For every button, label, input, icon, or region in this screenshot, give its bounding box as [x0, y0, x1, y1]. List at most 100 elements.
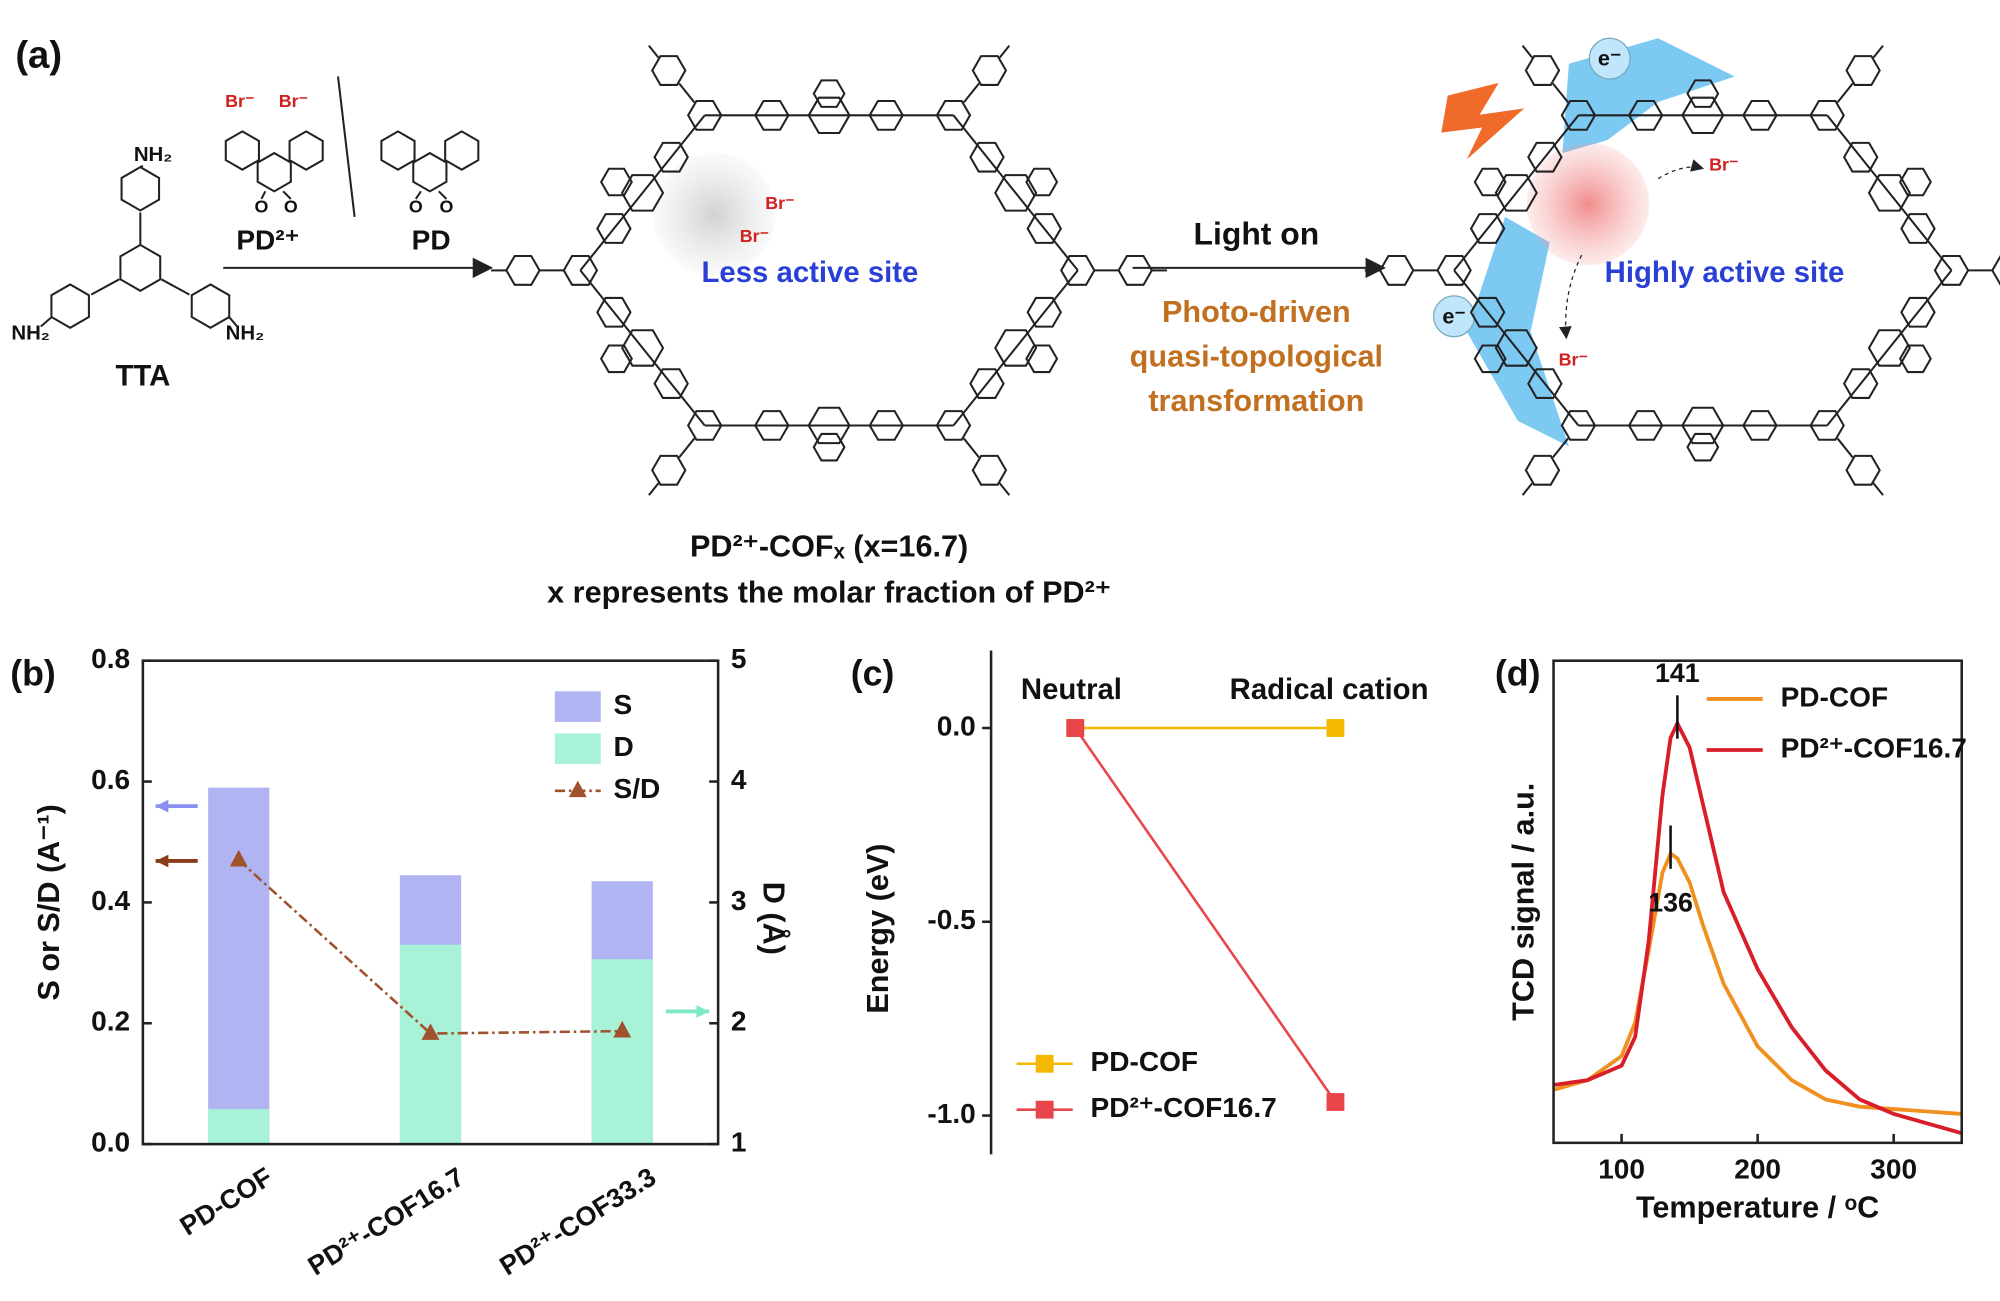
bond: [1521, 482, 1533, 496]
ring: [807, 96, 851, 135]
y2-tick-label: 1: [731, 1127, 747, 1158]
legend-label: PD²⁺-COF16.7: [1781, 732, 1967, 763]
ring: [1494, 329, 1538, 367]
bond: [1836, 82, 1854, 104]
bond: [1872, 482, 1884, 496]
ring: [1469, 213, 1506, 244]
y2-tick-label: 2: [731, 1006, 747, 1037]
ring: [1117, 254, 1153, 286]
ring: [412, 151, 448, 193]
bond: [963, 82, 980, 104]
scheme: (a) TTA NH₂ NH₂ NH₂ PD²⁺ PD Br⁻ Br⁻ O O …: [11, 34, 2000, 609]
y-axis-label: TCD signal / a.u.: [1507, 783, 1541, 1021]
ring: [1867, 174, 1911, 212]
legend-label: PD²⁺-COF16.7: [1091, 1092, 1277, 1123]
y-axis-label: S or S/D (A⁻¹): [32, 804, 66, 1000]
bond: [1826, 269, 1953, 427]
condition: Light on: [1194, 215, 1320, 251]
x-tick-label: PD²⁺-COF16.7: [303, 1162, 470, 1282]
bond: [678, 437, 696, 458]
electron-path: [1562, 38, 1735, 154]
bond: [40, 316, 52, 328]
bond: [952, 269, 1079, 427]
y-tick-label: 0.6: [91, 764, 130, 795]
panel-label: (a): [15, 34, 62, 77]
bond: [648, 45, 660, 59]
ring: [650, 55, 687, 86]
atom-label: Br⁻: [279, 91, 308, 111]
y-tick-label: -0.5: [927, 904, 975, 935]
ring: [1867, 329, 1911, 367]
atom-label: NH₂: [11, 323, 50, 345]
y-tick-label: 0.4: [91, 885, 130, 916]
atom-label: O: [409, 197, 423, 217]
electron-path: [1466, 216, 1569, 447]
atom-label: Br⁻: [225, 91, 254, 111]
bond: [90, 278, 120, 296]
ring: [812, 432, 846, 462]
bond: [1552, 437, 1569, 458]
ratio-marker: [613, 1020, 632, 1038]
ring: [1686, 432, 1720, 462]
ring: [686, 410, 723, 441]
electron-label: e⁻: [1598, 46, 1622, 71]
atom-label: Br⁻: [1559, 350, 1588, 370]
legend-swatch: [554, 691, 601, 722]
ring: [653, 368, 689, 399]
legend-label: PD-COF: [1091, 1046, 1199, 1077]
ring: [1524, 55, 1561, 86]
x-tick-label: 100: [1598, 1153, 1645, 1184]
legend-label: S: [614, 689, 633, 720]
series-line: [1553, 850, 1962, 1116]
y-axis-label: Energy (eV): [861, 844, 895, 1014]
ring: [994, 329, 1038, 367]
release-arrow: [1657, 159, 1705, 180]
ring: [120, 165, 161, 212]
ring: [686, 99, 723, 131]
process-label: Photo-driven: [1162, 295, 1351, 329]
ring: [1378, 254, 1415, 286]
bond: [579, 114, 706, 272]
legend-label: S/D: [614, 773, 661, 804]
atom-label: O: [439, 197, 453, 217]
ring: [1060, 254, 1096, 286]
charts: (b) 0.0 0.2 0.4 0.6 0.8 1 2 3 4 5 PD-COF PD²⁺-COF16.…: [10, 643, 1967, 1281]
bond: [648, 482, 660, 496]
ring: [1473, 167, 1507, 197]
ring: [1900, 213, 1936, 244]
legend-swatch: [1035, 1100, 1054, 1119]
ring: [754, 99, 790, 131]
molecule-label: TTA: [115, 359, 170, 392]
y2-tick-label: 3: [731, 885, 747, 916]
ring: [1845, 55, 1881, 86]
ring: [1627, 410, 1664, 441]
bond: [998, 482, 1011, 496]
slash: [337, 76, 356, 217]
axis-pointer: [155, 799, 169, 813]
ring: [1025, 167, 1059, 197]
ring: [754, 410, 790, 441]
site-glow: [653, 153, 776, 276]
x-tick-label: PD²⁺-COF33.3: [494, 1162, 661, 1282]
ring: [621, 329, 665, 367]
y-tick-label: 0.0: [937, 710, 976, 741]
ring: [1681, 406, 1725, 445]
atom-label: Br⁻: [765, 193, 794, 213]
ring: [1845, 454, 1881, 486]
atom-label: Br⁻: [740, 226, 769, 246]
ratio-marker: [421, 1023, 440, 1040]
ring: [1026, 296, 1063, 328]
ring: [380, 130, 416, 171]
axis-pointer: [696, 1005, 710, 1018]
x-tick-label: PD-COF: [175, 1162, 278, 1242]
series-line: [1553, 719, 1963, 1136]
ring: [1026, 213, 1063, 244]
ring: [224, 130, 260, 171]
legend-swatch: [1035, 1054, 1054, 1073]
molecule-label: PD: [412, 225, 451, 256]
process-label: quasi-topological: [1130, 340, 1383, 374]
bond: [160, 278, 190, 296]
atom-label: NH₂: [134, 144, 173, 166]
ring: [812, 79, 846, 108]
molecule-label: PD²⁺: [236, 225, 299, 256]
